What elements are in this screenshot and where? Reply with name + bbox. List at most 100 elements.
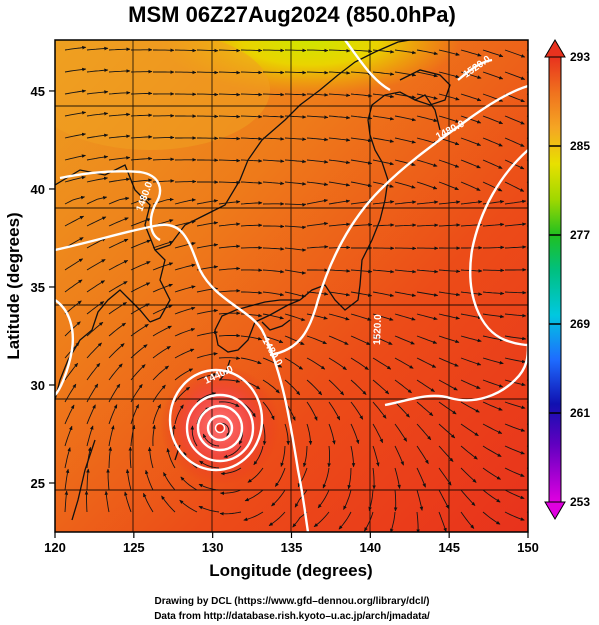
wind-arrow-icon (416, 379, 435, 392)
wind-arrow-icon (526, 511, 528, 513)
wind-arrow-icon (438, 379, 458, 391)
wind-arrow-icon (196, 308, 219, 315)
wind-arrow-icon (306, 291, 329, 296)
wind-arrow-icon (262, 291, 285, 297)
wind-arrow-icon (218, 48, 241, 53)
wind-arrow-icon (504, 181, 525, 192)
wind-arrow-icon (145, 469, 154, 491)
wind-arrow-icon (372, 115, 395, 121)
wind-arrow-icon (328, 313, 350, 321)
wind-arrow-icon (526, 115, 528, 117)
wind-arrow-icon (394, 223, 417, 227)
wind-arrow-icon (280, 445, 286, 467)
wind-arrow-icon (130, 178, 153, 183)
wind-arrow-icon (482, 467, 501, 480)
wind-arrow-icon (86, 383, 99, 403)
wind-arrow-icon (394, 445, 404, 466)
y-tick-label: 35 (31, 280, 45, 295)
wind-arrow-icon (284, 225, 307, 230)
chart-title: MSM 06Z27Aug2024 (850.0hPa) (128, 2, 456, 27)
wind-arrow-icon (130, 424, 136, 447)
wind-arrow-icon (526, 379, 528, 381)
wind-arrow-icon (350, 379, 367, 395)
wind-arrow-icon (130, 261, 151, 271)
wind-arrow-icon (218, 136, 241, 141)
wind-arrow-icon (328, 291, 351, 297)
wind-arrow-icon (416, 181, 438, 190)
wind-arrow-icon (394, 115, 417, 122)
wind-arrow-icon (130, 323, 149, 337)
wind-arrow-icon (86, 237, 107, 249)
wind-arrow-icon (64, 154, 86, 161)
wind-arrow-icon (218, 92, 241, 97)
wind-arrow-icon (130, 156, 153, 161)
wind-arrow-icon (86, 404, 96, 425)
wind-arrow-icon (240, 92, 263, 97)
wind-arrow-icon (350, 115, 373, 120)
wind-arrow-icon (218, 401, 240, 408)
wind-arrow-icon (64, 447, 71, 469)
wind-arrow-icon (220, 467, 242, 476)
wind-arrow-icon (125, 468, 132, 491)
wind-arrow-icon (438, 511, 447, 532)
wind-arrow-icon (130, 239, 151, 249)
wind-arrow-icon (504, 379, 526, 387)
wind-arrow-icon (438, 467, 452, 486)
wind-arrow-icon (482, 379, 504, 388)
wind-arrow-icon (504, 313, 527, 318)
wind-arrow-icon (108, 363, 123, 381)
wind-arrow-icon (416, 489, 424, 511)
typhoon-center-icon (214, 422, 226, 434)
wind-arrow-icon (350, 445, 356, 468)
wind-arrow-icon (306, 137, 329, 142)
contour-label: 1520.0 (372, 314, 384, 345)
wind-arrow-icon (482, 511, 501, 525)
wind-arrow-icon (64, 132, 87, 139)
wind-arrow-icon (460, 200, 483, 205)
wind-arrow-icon (306, 313, 328, 320)
wind-arrow-icon (130, 135, 153, 139)
wind-arrow-icon (196, 92, 219, 97)
wind-arrow-icon (416, 423, 432, 441)
wind-arrow-icon (262, 269, 285, 274)
wind-arrow-icon (262, 313, 284, 320)
wind-arrow-icon (130, 384, 143, 403)
wind-arrow-icon (394, 357, 414, 369)
wind-arrow-icon (86, 196, 108, 205)
wind-arrow-icon (372, 313, 394, 321)
wind-arrow-icon (64, 300, 82, 315)
wind-arrow-icon (108, 322, 126, 337)
colorbar-tick-label: 269 (570, 317, 590, 331)
wind-arrow-icon (306, 198, 329, 205)
x-axis-label: Longitude (degrees) (209, 561, 372, 580)
wind-arrow-icon (526, 357, 528, 359)
wind-arrow-icon (64, 490, 69, 513)
wind-arrow-icon (328, 423, 336, 445)
wind-arrow-icon (190, 425, 198, 447)
wind-arrow-icon (372, 335, 393, 345)
wind-arrow-icon (460, 71, 482, 79)
wind-arrow-icon (526, 489, 528, 491)
x-tick-label: 150 (517, 540, 539, 555)
wind-arrow-icon (284, 115, 307, 119)
wind-arrow-icon (460, 137, 482, 146)
wind-arrow-icon (284, 357, 304, 370)
wind-arrow-icon (262, 181, 285, 186)
wind-arrow-icon (482, 423, 503, 434)
wind-arrow-icon (526, 49, 528, 51)
wind-arrow-icon (347, 467, 352, 490)
x-tick-label: 135 (281, 540, 303, 555)
wind-arrow-icon (174, 198, 196, 205)
wind-arrow-icon (526, 71, 528, 73)
wind-arrow-icon (108, 383, 121, 403)
wind-arrow-icon (438, 115, 460, 123)
wind-arrow-icon (328, 48, 351, 53)
wind-arrow-icon (526, 137, 528, 139)
wind-arrow-icon (350, 401, 364, 420)
wind-arrow-icon (240, 223, 263, 227)
wind-arrow-icon (328, 93, 351, 98)
wind-arrow-icon (504, 199, 527, 205)
wind-arrow-icon (196, 352, 218, 359)
wind-arrow-icon (174, 328, 196, 337)
wind-arrow-icon (174, 241, 196, 249)
